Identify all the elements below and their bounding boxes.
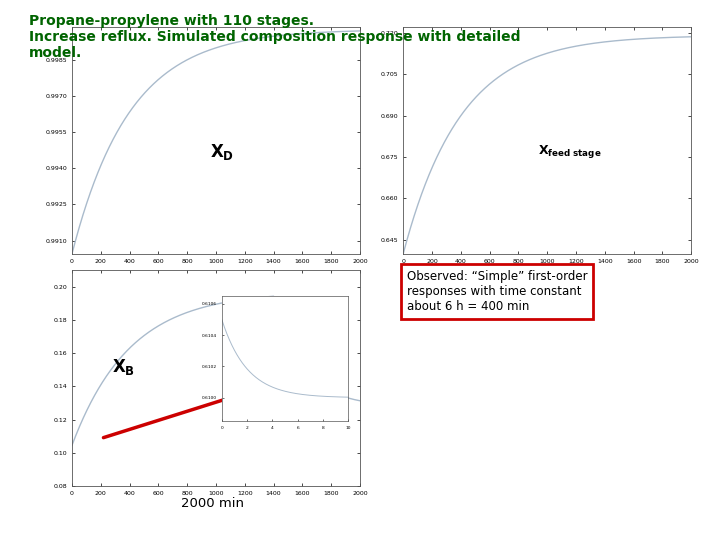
Text: $\mathbf{X}_{\mathbf{feed\ stage}}$: $\mathbf{X}_{\mathbf{feed\ stage}}$: [539, 143, 602, 160]
Text: Increase reflux. Simulated composition response with detailed: Increase reflux. Simulated composition r…: [29, 30, 521, 44]
Text: $\mathbf{X}_\mathbf{B}$: $\mathbf{X}_\mathbf{B}$: [112, 357, 135, 377]
Text: Propane-propylene with 110 stages.: Propane-propylene with 110 stages.: [29, 14, 314, 28]
Text: Observed: “Simple” first-order
responses with time constant
about 6 h = 400 min: Observed: “Simple” first-order responses…: [407, 270, 588, 313]
Text: 2000 min: 2000 min: [181, 497, 244, 510]
Text: $\mathbf{X}_\mathbf{D}$: $\mathbf{X}_\mathbf{D}$: [210, 141, 234, 162]
Text: model.: model.: [29, 46, 82, 60]
